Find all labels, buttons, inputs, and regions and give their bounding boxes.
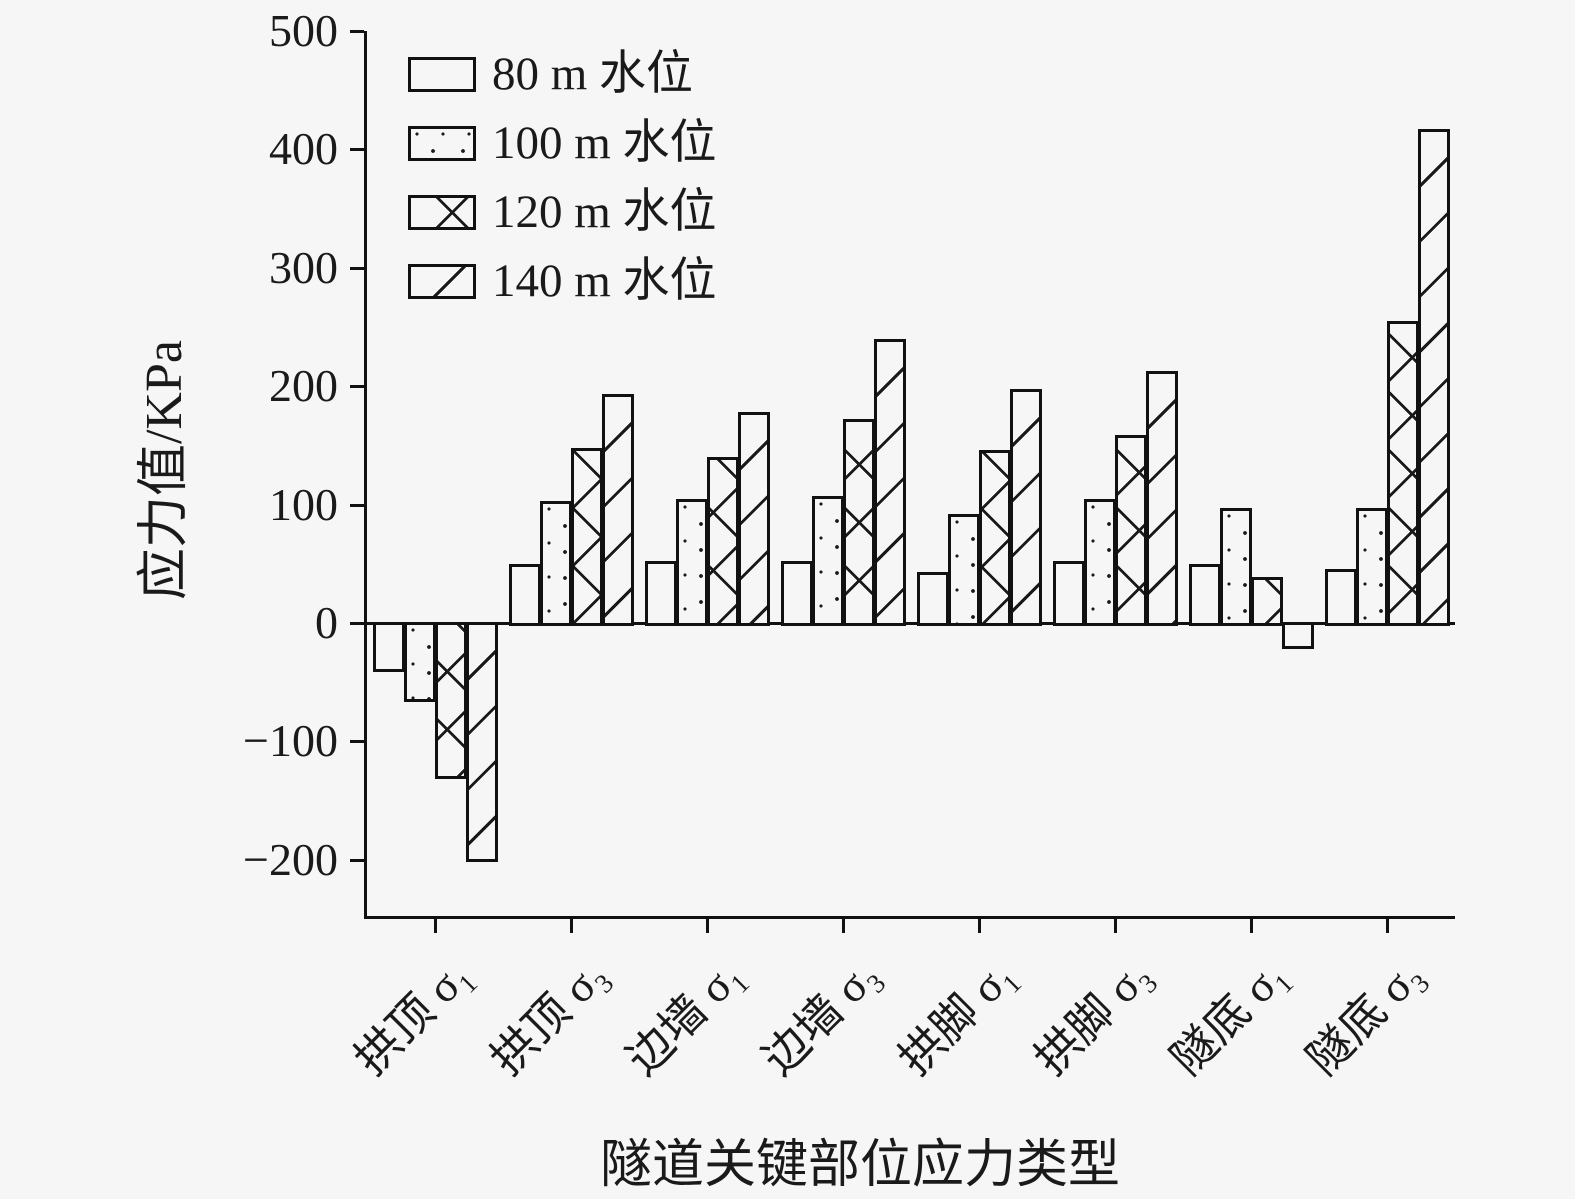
bar-100 m 水位-拱脚 σ₁: [948, 514, 980, 626]
bar-80 m 水位-拱脚 σ₁: [917, 572, 949, 626]
bar-100 m 水位-边墙 σ₃: [812, 496, 844, 626]
bar-80 m 水位-拱顶 σ₃: [509, 564, 541, 626]
y-tick: [350, 30, 364, 33]
zero-line: [364, 622, 1455, 625]
y-tick: [350, 622, 364, 625]
bar-140 m 水位-隧底 σ₃: [1418, 129, 1450, 626]
y-axis-line: [364, 31, 367, 919]
bar-100 m 水位-隧底 σ₁: [1220, 508, 1252, 626]
bar-120 m 水位-拱脚 σ₃: [1115, 435, 1147, 626]
y-tick: [350, 148, 364, 151]
bar-120 m 水位-边墙 σ₃: [843, 419, 875, 626]
y-tick-label: 500: [269, 5, 338, 56]
y-tick: [350, 385, 364, 388]
legend-label: 140 m 水位: [492, 255, 717, 307]
bar-140 m 水位-边墙 σ₁: [738, 412, 770, 626]
bar-140 m 水位-隧底 σ₁: [1282, 622, 1314, 649]
x-axis-line: [364, 916, 1455, 919]
y-tick-label: −200: [243, 834, 338, 885]
legend-swatch-cross-icon: [408, 195, 476, 230]
bar-100 m 水位-边墙 σ₁: [676, 499, 708, 626]
bar-120 m 水位-隧底 σ₃: [1387, 321, 1419, 626]
bar-120 m 水位-拱顶 σ₃: [571, 448, 603, 626]
legend: 80 m 水位 100 m 水位 120 m 水位 140 m 水位: [408, 40, 717, 316]
x-tick: [1250, 919, 1253, 933]
y-tick-label: 300: [269, 242, 338, 293]
bar-80 m 水位-拱顶 σ₁: [373, 622, 405, 672]
y-tick-label: 0: [315, 597, 338, 648]
bar-80 m 水位-隧底 σ₃: [1325, 569, 1357, 626]
bar-100 m 水位-拱顶 σ₁: [404, 622, 436, 702]
x-tick: [706, 919, 709, 933]
bar-80 m 水位-边墙 σ₁: [645, 561, 677, 626]
bar-80 m 水位-边墙 σ₃: [781, 561, 813, 626]
y-tick: [350, 267, 364, 270]
bar-80 m 水位-隧底 σ₁: [1189, 564, 1221, 626]
bar-120 m 水位-拱脚 σ₁: [979, 450, 1011, 626]
y-tick: [350, 859, 364, 862]
legend-item: 120 m 水位: [408, 178, 717, 247]
legend-swatch-diag-icon: [408, 264, 476, 299]
bar-140 m 水位-拱脚 σ₁: [1010, 389, 1042, 626]
y-tick-label: 400: [269, 123, 338, 174]
bar-100 m 水位-隧底 σ₃: [1356, 508, 1388, 626]
legend-item: 100 m 水位: [408, 109, 717, 178]
legend-label: 120 m 水位: [492, 186, 717, 238]
y-tick: [350, 740, 364, 743]
x-axis-title: 隧道关键部位应力类型: [599, 1137, 1120, 1194]
y-tick-label: 200: [269, 360, 338, 411]
legend-swatch-plain-icon: [408, 57, 476, 92]
y-tick-label: −100: [243, 715, 338, 766]
bar-120 m 水位-拱顶 σ₁: [435, 622, 467, 779]
legend-item: 140 m 水位: [408, 247, 717, 316]
bar-140 m 水位-拱脚 σ₃: [1146, 371, 1178, 626]
x-tick: [1386, 919, 1389, 933]
x-tick: [570, 919, 573, 933]
bar-100 m 水位-拱顶 σ₃: [540, 501, 572, 626]
x-tick: [842, 919, 845, 933]
bar-140 m 水位-拱顶 σ₃: [602, 394, 634, 626]
bar-120 m 水位-边墙 σ₁: [707, 457, 739, 626]
bar-80 m 水位-拱脚 σ₃: [1053, 561, 1085, 626]
legend-item: 80 m 水位: [408, 40, 717, 109]
legend-swatch-dots-icon: [408, 126, 476, 161]
bar-120 m 水位-隧底 σ₁: [1251, 577, 1283, 626]
y-tick: [350, 504, 364, 507]
bar-140 m 水位-拱顶 σ₁: [466, 622, 498, 862]
y-tick-label: 100: [269, 479, 338, 530]
bar-140 m 水位-边墙 σ₃: [874, 339, 906, 626]
legend-label: 80 m 水位: [492, 48, 694, 100]
x-tick: [978, 919, 981, 933]
x-tick: [434, 919, 437, 933]
legend-label: 100 m 水位: [492, 117, 717, 169]
x-tick: [1114, 919, 1117, 933]
bar-100 m 水位-拱脚 σ₃: [1084, 499, 1116, 626]
